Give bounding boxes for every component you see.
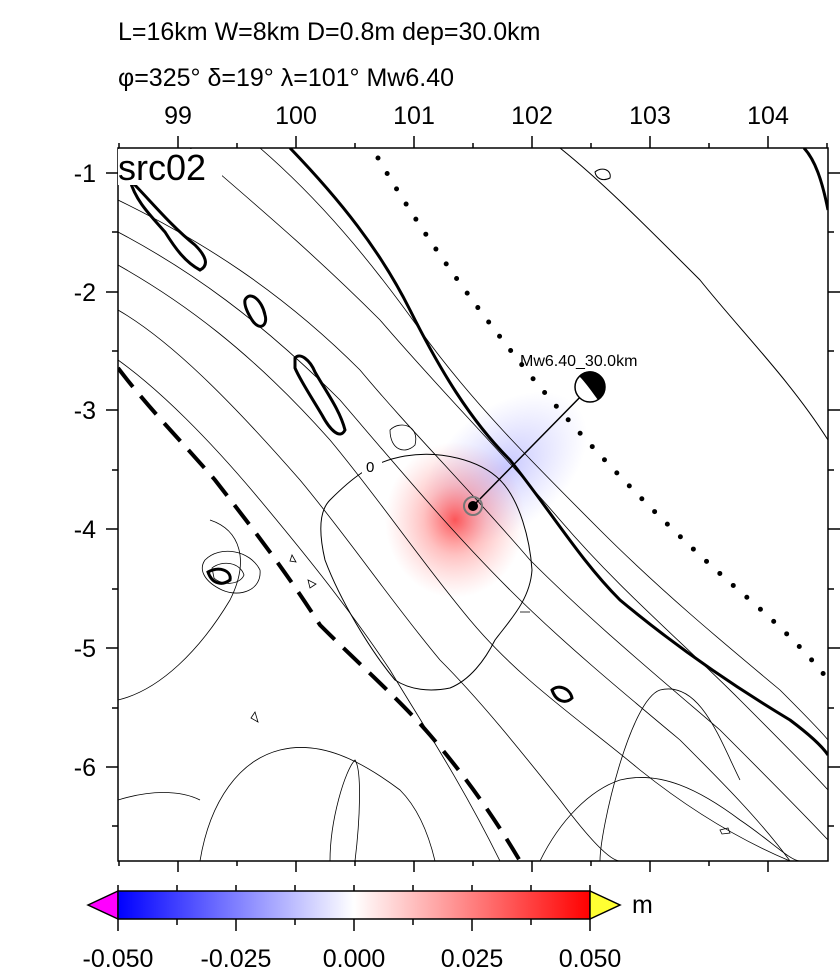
colorbar-tick-label: -0.025 [201,945,272,973]
colorbar-tick-label: 0.025 [441,945,504,973]
focal-mechanism-title: φ=325° δ=19° λ=101° Mw6.40 [118,64,455,92]
small-island [594,168,611,181]
x-tick-label: 104 [747,102,789,130]
trench-line [118,366,522,861]
y-tick-label: -1 [74,160,96,188]
epicenter-ring [463,496,483,516]
map-field: 0 [118,148,828,861]
source-parameters-title: L=16km W=8km D=0.8m dep=30.0km [118,18,541,46]
colorbar-over-triangle [589,889,622,921]
y-tick-label: -2 [74,279,96,307]
dotted-arc [375,155,828,683]
zero-contour-label-bg [362,455,382,475]
colorbar-unit: m [632,891,653,919]
focal-mechanism-beachball [574,371,606,403]
zero-contour-label: 0 [366,459,374,476]
x-tick-label: 103 [629,102,671,130]
y-tick-label: -3 [74,397,96,425]
epicenter-marker [468,501,478,511]
y-axis-ticks [106,172,840,827]
coastline [559,148,828,441]
x-tick-label: 100 [275,102,317,130]
x-tick-labels: 99 100 101 102 103 104 [164,102,789,130]
y-tick-labels: -1 -2 -3 -4 -5 -6 [74,160,96,782]
panel-label-bg [118,149,222,185]
event-label: Mw6.40_30.0km [520,353,637,370]
y-tick-label: -4 [74,516,96,544]
y-tick-label: -5 [74,635,96,663]
uplift-patch [385,442,525,598]
bottom-axis-ticks [118,861,769,872]
colorbar-gradient [117,890,591,920]
zero-contour [320,453,533,691]
colorbar-under-triangle [86,889,119,921]
x-tick-label: 102 [511,102,553,130]
y-tick-label: -6 [74,754,96,782]
x-tick-label: 99 [164,102,192,130]
epicenter-leader-line [472,386,591,507]
thick-contours [128,148,828,756]
colorbar-tick-label: -0.050 [83,945,154,973]
top-axis-ticks [118,136,828,148]
x-tick-label: 101 [393,102,435,130]
panel-label: src02 [118,147,206,188]
colorbar: -0.050 -0.025 0.000 0.025 0.050 m [83,885,653,973]
colorbar-tick-label: 0.000 [323,945,386,973]
colorbar-tick-label: 0.050 [559,945,622,973]
